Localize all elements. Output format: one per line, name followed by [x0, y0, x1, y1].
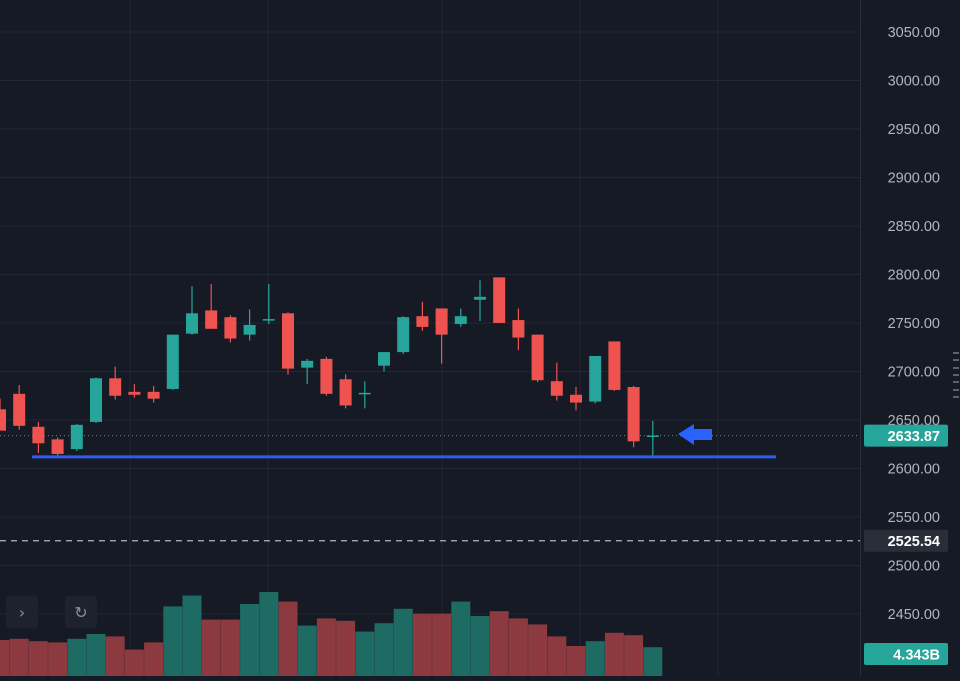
current-price-tag: 2633.87 [888, 429, 940, 445]
volume-bar [105, 636, 125, 676]
candle-body [474, 296, 486, 300]
volume-bar [470, 616, 490, 676]
candle-body [397, 317, 410, 353]
y-tick-label: 2600.00 [888, 462, 940, 478]
candle-body [90, 378, 102, 422]
candle-body [262, 319, 275, 321]
candle-body [109, 378, 122, 396]
reset-chart-button[interactable]: ↻ [65, 596, 97, 628]
volume-bar [28, 641, 48, 676]
volume-bar [489, 611, 509, 676]
candle-body [570, 394, 582, 403]
y-tick-label: 2500.00 [888, 559, 940, 575]
candle-body [224, 317, 237, 339]
volume-tag-background [864, 643, 948, 665]
candle-body [358, 392, 371, 395]
volume-bar [67, 638, 87, 676]
candle-body [205, 310, 218, 329]
y-tick-label: 2450.00 [888, 607, 940, 623]
volume-bar [624, 635, 644, 676]
y-tick-label: 2550.00 [888, 510, 940, 526]
candle-body [627, 387, 640, 442]
volume-bar [566, 646, 586, 676]
volume-bar [451, 601, 471, 676]
volume-bar [278, 601, 298, 676]
chevron-right-icon: › [18, 602, 26, 622]
volume-bar [355, 631, 375, 676]
volume-bar [124, 649, 144, 676]
candle-body [301, 360, 314, 368]
candle-body [282, 313, 294, 369]
price-axis-background [861, 0, 960, 676]
y-tick-label: 3050.00 [888, 25, 940, 41]
volume-bar [393, 608, 413, 676]
volume-bar [336, 620, 356, 676]
candle-body [339, 379, 352, 406]
arrow-left-icon [678, 424, 712, 445]
volume-bar [220, 619, 240, 676]
candle-body [320, 358, 333, 394]
candle-body [70, 424, 83, 450]
volume-bar [528, 624, 548, 676]
candle-body [512, 320, 525, 338]
volume-bar [412, 613, 432, 676]
candle-body [454, 316, 467, 324]
current-price-tag-background [864, 424, 948, 447]
volume-bar [374, 623, 394, 676]
volume-bar [163, 606, 183, 676]
volume-bar [182, 595, 202, 676]
volume-bar [604, 632, 624, 676]
volume-bar [297, 625, 317, 676]
y-tick-label: 3000.00 [888, 74, 940, 90]
candle-body [550, 381, 563, 396]
candle-body [243, 324, 256, 335]
marker-level-tag-background [864, 529, 948, 552]
candle-body [416, 316, 429, 327]
candle-body [589, 355, 602, 402]
price-axis-divider [860, 0, 861, 676]
y-tick-label: 2750.00 [888, 316, 940, 332]
y-tick-label: 2900.00 [888, 171, 940, 187]
candle-body [186, 313, 198, 334]
candle-body [0, 409, 6, 431]
candle-body [493, 277, 506, 323]
candle-body [378, 352, 390, 366]
candle-body [531, 334, 544, 381]
volume-bar [585, 641, 605, 676]
y-tick-label: 2850.00 [888, 219, 940, 235]
reset-icon: ↻ [74, 602, 88, 622]
y-tick-label: 2950.00 [888, 122, 940, 138]
volume-tag: 4.343B [893, 648, 940, 664]
candle-body [608, 341, 621, 390]
marker-level-tag: 2525.54 [888, 534, 940, 550]
volume-bar [0, 640, 10, 676]
candle-body [13, 393, 26, 426]
volume-bar [432, 613, 452, 676]
volume-bar [259, 592, 279, 676]
volume-bar [48, 642, 68, 676]
volume-bar [643, 647, 663, 676]
candle-body [147, 391, 160, 399]
volume-bar [547, 636, 567, 676]
volume-bar [508, 618, 528, 676]
candle-body [32, 426, 45, 444]
volume-bar [316, 618, 336, 676]
scroll-forward-button[interactable]: › [6, 596, 38, 628]
candle-body [51, 439, 64, 454]
volume-bar [240, 604, 260, 676]
y-tick-label: 2700.00 [888, 365, 940, 381]
candle-body [128, 391, 141, 395]
y-tick-label: 2800.00 [888, 268, 940, 284]
candle-body [166, 334, 179, 389]
candle-body [435, 308, 448, 335]
price-axis-scroll-handle[interactable] [952, 352, 960, 398]
volume-bar [144, 642, 164, 676]
volume-bar [201, 619, 221, 676]
volume-bar [86, 634, 106, 676]
volume-bar [9, 638, 29, 676]
candle-body [646, 435, 659, 438]
